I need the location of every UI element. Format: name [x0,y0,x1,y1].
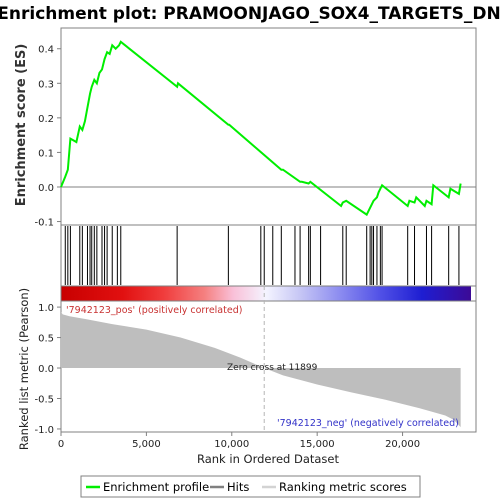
es-y-tick-label: 0.3 [38,79,54,90]
metric-x-ticks: 0 5,000 10,000 15,000 20,000 [58,432,420,450]
metric-y-tick-label: 1.0 [38,303,54,314]
metric-y-ticks: -1.0 -0.5 0.0 0.5 1.0 [34,303,61,436]
es-y-tick-label: -0.1 [34,218,54,229]
metric-y-tick-label: 0.0 [38,364,54,375]
x-tick-label: 20,000 [385,439,420,450]
metric-y-tick-label: -1.0 [34,425,54,436]
legend: Enrichment profile Hits Ranking metric s… [80,475,421,498]
metric-y-tick-label: -0.5 [34,394,54,405]
es-y-tick-label: 0.2 [38,114,54,125]
color-bar-strip [61,286,471,301]
x-tick-label: 10,000 [214,439,249,450]
enrichment-profile-line [60,40,462,217]
legend-label-hits: Hits [227,480,249,494]
es-y-tick-label: 0.1 [38,148,54,159]
legend-label-metric: Ranking metric scores [279,480,407,494]
plot-title: Enrichment plot: PRAMOONJAGO_SOX4_TARGET… [0,4,500,24]
es-y-tick-label: 0.0 [38,183,54,194]
metric-y-axis-title: Ranked list metric (Pearson) [17,288,31,450]
hit-marks [64,226,460,285]
es-panel: -0.1 0.0 0.1 0.2 0.3 0.4 Enrichment score (ES… [14,27,477,229]
neg-correlated-label: '7942123_neg' (negatively correlated) [277,418,459,429]
ranking-color-bar [60,285,477,302]
es-y-ticks: -0.1 0.0 0.1 0.2 0.3 0.4 [34,45,61,229]
es-y-tick-label: 0.4 [38,45,54,56]
legend-label-enrichment: Enrichment profile [103,480,209,494]
es-y-axis-title: Enrichment score (ES) [14,44,29,207]
legend-box [80,475,421,498]
zero-cross-label: Zero cross at 11899 [227,363,318,373]
hits-panel-frame [60,224,477,287]
x-tick-label: 0 [58,439,64,450]
metric-panel: -1.0 -0.5 0.0 0.5 1.0 0 5,000 10,000 15,000 20,0… [17,286,477,466]
hits-panel [60,224,477,287]
metric-y-tick-label: 0.5 [38,334,54,345]
ranking-metric-area [61,311,461,428]
x-tick-label: 5,000 [132,439,161,450]
x-axis-title: Rank in Ordered Dataset [197,452,340,466]
es-panel-frame [60,27,477,226]
pos-correlated-label: '7942123_pos' (positively correlated) [66,305,242,316]
x-tick-label: 15,000 [300,439,335,450]
